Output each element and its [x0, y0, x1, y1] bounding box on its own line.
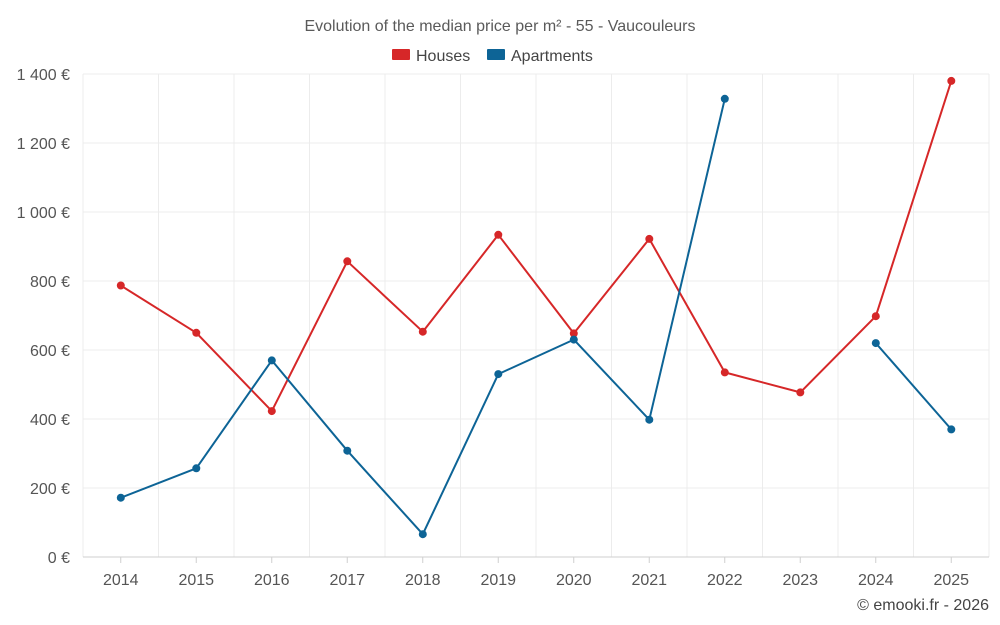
legend-label-houses: Houses	[416, 48, 470, 65]
y-tick-label: 1 200 €	[17, 136, 70, 153]
chart-title: Evolution of the median price per m² - 5…	[304, 18, 695, 35]
data-point-apartments-2017[interactable]	[343, 446, 352, 455]
series-apartments	[116, 94, 956, 539]
data-point-apartments-2020[interactable]	[569, 335, 578, 344]
y-tick-label: 400 €	[30, 412, 70, 429]
data-point-houses-2023[interactable]	[796, 388, 805, 397]
axes: 0 € 200 € 400 € 600 € 800 € 1 000 € 1 200 € 1 4…	[17, 67, 989, 589]
x-tick-label-2016: 2016	[254, 572, 290, 589]
x-tick-label-2017: 2017	[329, 572, 365, 589]
y-tick-label: 600 €	[30, 343, 70, 360]
series-line-houses	[120, 80, 953, 413]
legend-item-apartments[interactable]: Apartments	[487, 48, 593, 65]
x-tick-label-2021: 2021	[631, 572, 667, 589]
x-tick-label-2018: 2018	[405, 572, 441, 589]
data-point-houses-2021[interactable]	[645, 234, 654, 243]
data-point-houses-2014[interactable]	[116, 281, 125, 290]
legend-swatch-houses	[392, 49, 410, 60]
data-point-apartments-2015[interactable]	[192, 464, 201, 473]
y-tick-label: 200 €	[30, 481, 70, 498]
grid	[82, 73, 990, 557]
x-tick-label-2014: 2014	[103, 572, 139, 589]
data-point-houses-2017[interactable]	[343, 257, 352, 266]
series-line-apartments	[120, 98, 726, 536]
data-point-houses-2016[interactable]	[267, 407, 276, 416]
series-line-apartments	[875, 342, 953, 431]
legend-label-apartments: Apartments	[511, 48, 593, 65]
y-tick-label: 0 €	[48, 550, 70, 567]
data-point-houses-2022[interactable]	[720, 368, 729, 377]
data-point-houses-2015[interactable]	[192, 328, 201, 337]
data-point-houses-2025[interactable]	[947, 76, 956, 85]
y-tick-label: 800 €	[30, 274, 70, 291]
data-point-apartments-2016[interactable]	[267, 356, 276, 365]
data-point-apartments-2025[interactable]	[947, 425, 956, 434]
y-tick-label: 1 400 €	[17, 67, 70, 84]
data-point-apartments-2014[interactable]	[116, 493, 125, 502]
legend: Houses Apartments	[392, 48, 593, 65]
series-houses	[116, 76, 956, 416]
x-tick-label-2024: 2024	[858, 572, 894, 589]
x-tick-label-2015: 2015	[178, 572, 214, 589]
legend-swatch-apartments	[487, 49, 505, 60]
data-point-apartments-2019[interactable]	[494, 370, 503, 379]
data-point-apartments-2021[interactable]	[645, 415, 654, 424]
legend-item-houses[interactable]: Houses	[392, 48, 470, 65]
data-point-apartments-2024[interactable]	[871, 339, 880, 348]
x-tick-label-2022: 2022	[707, 572, 743, 589]
series	[116, 76, 956, 539]
data-point-apartments-2022[interactable]	[720, 94, 729, 103]
data-point-apartments-2018[interactable]	[418, 530, 427, 539]
data-point-houses-2024[interactable]	[871, 312, 880, 321]
data-point-houses-2018[interactable]	[418, 327, 427, 336]
data-point-houses-2020[interactable]	[569, 329, 578, 338]
x-tick-label-2025: 2025	[933, 572, 969, 589]
x-tick-label-2020: 2020	[556, 572, 592, 589]
credit-text: © emooki.fr - 2026	[857, 597, 989, 614]
y-tick-label: 1 000 €	[17, 205, 70, 222]
x-tick-label-2023: 2023	[782, 572, 818, 589]
x-tick-label-2019: 2019	[480, 572, 516, 589]
data-point-houses-2019[interactable]	[494, 230, 503, 239]
